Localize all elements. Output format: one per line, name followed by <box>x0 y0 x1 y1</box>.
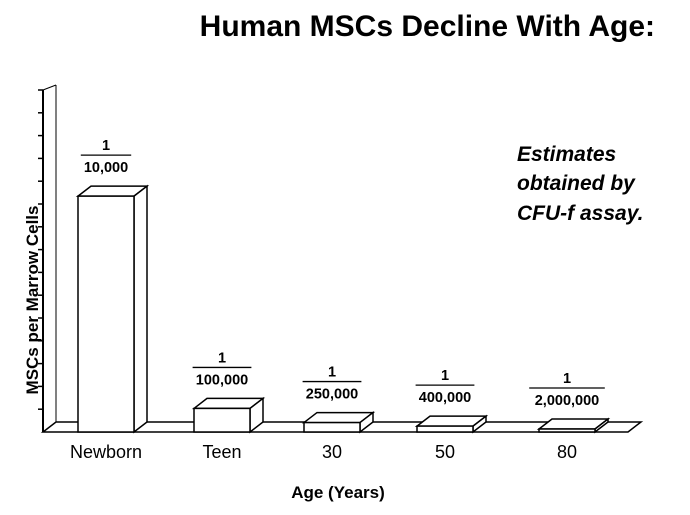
bar-side-face <box>133 184 148 434</box>
bar-front-face <box>538 428 596 433</box>
data-label-denominator: 250,000 <box>306 387 358 403</box>
data-label-numerator: 1 <box>102 138 110 154</box>
data-label-denominator: 10,000 <box>84 160 128 176</box>
x-tick-label-2: 30 <box>322 442 342 462</box>
x-axis-label: Age (Years) <box>291 483 385 502</box>
bar-0 <box>75 184 150 434</box>
x-tick-label-4: 80 <box>557 442 577 462</box>
bars <box>75 184 611 434</box>
bar-front-face <box>416 425 474 433</box>
data-label-denominator: 400,000 <box>419 390 471 406</box>
data-label-3: 1 400,000 <box>415 368 475 406</box>
data-label-2: 1 250,000 <box>302 365 362 403</box>
data-label-denominator: 2,000,000 <box>535 393 600 409</box>
data-labels: 1 10,000 1 100,000 1 250,000 1 400,000 1 2,000,00… <box>80 138 605 409</box>
bar-4 <box>536 417 611 434</box>
data-label-1: 1 100,000 <box>192 350 252 388</box>
bar-1 <box>191 396 266 434</box>
data-label-0: 1 10,000 <box>80 138 132 176</box>
data-label-4: 1 2,000,000 <box>529 371 605 409</box>
bar-front-face <box>77 195 135 433</box>
x-tick-label-1: Teen <box>202 442 241 462</box>
data-label-numerator: 1 <box>563 371 571 387</box>
bar-front-face <box>303 421 361 433</box>
annotation-note: Estimates obtained by CFU-f assay. <box>517 143 643 225</box>
annotation-line-1: Estimates <box>517 143 616 166</box>
x-tick-label-0: Newborn <box>70 442 142 462</box>
annotation-line-3: CFU-f assay. <box>517 202 643 225</box>
bar-3 <box>414 414 489 434</box>
bar-front-face <box>193 407 251 433</box>
y-axis-top-edge <box>42 84 57 91</box>
x-tick-label-3: 50 <box>435 442 455 462</box>
data-label-denominator: 100,000 <box>196 372 248 388</box>
data-label-numerator: 1 <box>328 365 336 381</box>
data-label-numerator: 1 <box>441 368 449 384</box>
chart-title: Human MSCs Decline With Age: <box>200 10 655 43</box>
bar-2 <box>301 411 376 434</box>
data-label-numerator: 1 <box>218 350 226 366</box>
annotation-line-2: obtained by <box>517 172 636 195</box>
y-axis-label: MSCs per Marrow Cells <box>23 206 42 395</box>
x-tick-labels: Newborn Teen 30 50 80 <box>70 442 577 462</box>
